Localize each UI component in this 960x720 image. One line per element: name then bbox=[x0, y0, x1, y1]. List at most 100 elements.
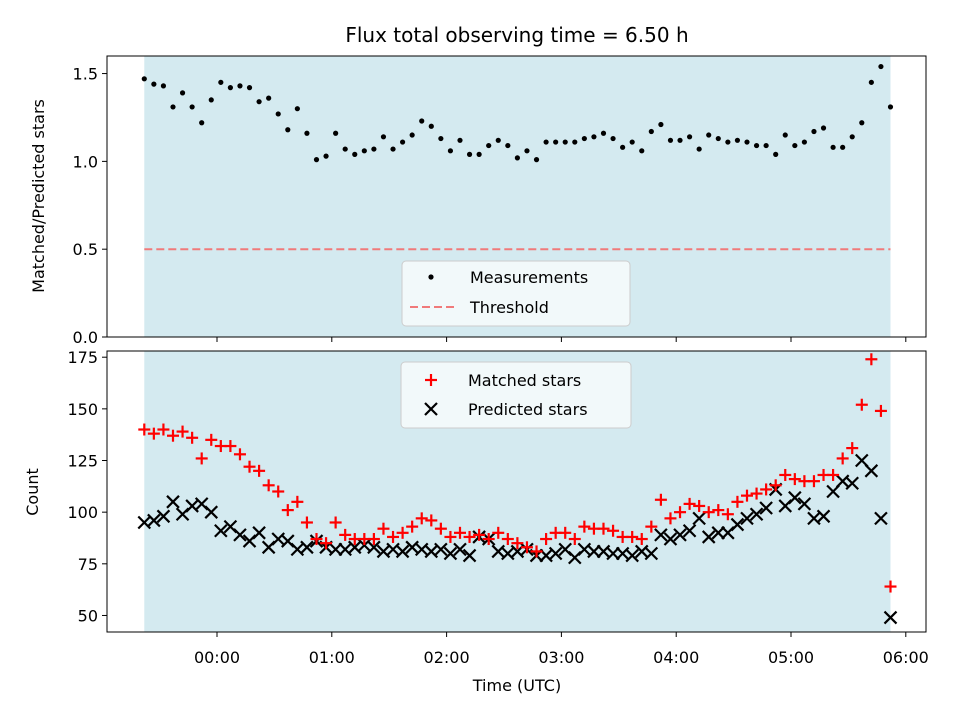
predicted-star-point bbox=[692, 511, 706, 526]
matched-star-point bbox=[434, 522, 447, 535]
x-tick-label: 06:00 bbox=[883, 648, 929, 667]
measurement-point bbox=[840, 144, 846, 150]
top-y-tick-label: 0.5 bbox=[73, 240, 98, 259]
matched-star-point bbox=[425, 514, 438, 527]
predicted-star-point bbox=[663, 532, 678, 546]
measurement-point bbox=[820, 125, 827, 131]
measurement-point bbox=[696, 146, 702, 152]
measurement-point bbox=[457, 137, 463, 143]
bottom-x-ticks: 00:00 01:00 02:00 03:00 04:00 05:00 06:00 bbox=[194, 632, 929, 667]
predicted-star-point bbox=[606, 546, 620, 561]
bottom-y-tick-label: 100 bbox=[67, 503, 98, 522]
predicted-star-point bbox=[367, 540, 381, 555]
measurement-point bbox=[859, 120, 865, 126]
measurement-point bbox=[466, 151, 473, 157]
measurement-point bbox=[553, 139, 559, 145]
predicted-star-point bbox=[156, 509, 171, 524]
measurement-point bbox=[313, 157, 320, 163]
matched-star-point bbox=[779, 468, 792, 481]
measurement-point bbox=[323, 153, 329, 159]
predicted-star-point bbox=[147, 513, 161, 528]
matched-star-point bbox=[262, 479, 275, 492]
measurement-point bbox=[218, 79, 224, 85]
matched-star-point bbox=[626, 530, 639, 543]
predicted-star-point bbox=[625, 548, 639, 563]
x-tick-label: 02:00 bbox=[424, 648, 470, 667]
measurement-point bbox=[686, 134, 693, 140]
measurement-point bbox=[208, 97, 214, 103]
predicted-star-point bbox=[654, 528, 668, 542]
measurement-point bbox=[256, 99, 262, 105]
bottom-y-tick-label: 75 bbox=[78, 555, 98, 574]
x-tick-label: 04:00 bbox=[653, 648, 699, 667]
measurement-point bbox=[514, 155, 520, 161]
measurement-point bbox=[715, 135, 721, 142]
matched-star-point bbox=[693, 499, 706, 512]
predicted-star-point bbox=[395, 544, 410, 559]
predicted-star-point bbox=[252, 526, 266, 540]
bottom-y-axis-label: Count bbox=[23, 468, 42, 516]
measurement-point bbox=[753, 142, 760, 149]
predicted-star-point bbox=[682, 523, 697, 538]
matched-star-point bbox=[147, 427, 160, 440]
measurement-point bbox=[304, 130, 310, 136]
top-y-tick-label: 1.5 bbox=[73, 65, 98, 84]
measurement-point bbox=[849, 134, 855, 140]
legend-predicted-marker bbox=[424, 402, 438, 416]
legend-matched-marker bbox=[425, 374, 437, 386]
matched-star-point bbox=[511, 537, 524, 550]
matched-star-point bbox=[683, 497, 696, 510]
measurement-point bbox=[199, 120, 205, 126]
predicted-star-point bbox=[434, 542, 448, 557]
measurement-point bbox=[868, 79, 874, 85]
predicted-star-point bbox=[730, 517, 745, 532]
matched-stars-points bbox=[138, 353, 897, 593]
legend-threshold-label: Threshold bbox=[469, 298, 549, 317]
measurement-point bbox=[620, 144, 626, 150]
predicted-star-point bbox=[864, 464, 879, 478]
predicted-star-point bbox=[587, 544, 601, 559]
matched-star-point bbox=[281, 504, 294, 517]
measurement-point bbox=[179, 90, 186, 96]
matched-star-point bbox=[712, 504, 725, 517]
x-tick-label: 03:00 bbox=[538, 648, 584, 667]
measurement-point bbox=[495, 137, 501, 143]
predicted-star-point bbox=[874, 511, 888, 526]
matched-star-point bbox=[645, 520, 658, 533]
matched-star-point bbox=[415, 512, 428, 525]
top-y-tick-label: 0.0 bbox=[73, 328, 98, 347]
measurement-point bbox=[887, 104, 894, 110]
matched-star-point bbox=[597, 522, 610, 535]
measurement-point bbox=[352, 151, 358, 157]
legend-matched-label: Matched stars bbox=[468, 371, 581, 390]
matched-star-point bbox=[473, 528, 486, 541]
bottom-y-ticks: 50 75 100 125 150 175 bbox=[67, 348, 107, 625]
matched-star-point bbox=[166, 429, 179, 442]
measurement-point bbox=[246, 85, 253, 91]
matched-star-point bbox=[233, 448, 246, 461]
x-tick-label: 00:00 bbox=[194, 648, 240, 667]
chart-title: Flux total observing time = 6.50 h bbox=[345, 23, 688, 47]
predicted-star-point bbox=[673, 528, 687, 542]
matched-star-point bbox=[406, 520, 419, 533]
matched-star-point bbox=[578, 520, 591, 533]
matched-star-point bbox=[377, 522, 390, 535]
measurement-point bbox=[591, 134, 597, 140]
matched-star-point bbox=[654, 493, 667, 506]
measurement-point bbox=[419, 118, 425, 124]
predicted-star-point bbox=[788, 490, 802, 505]
measurement-point bbox=[160, 83, 167, 89]
matched-star-point bbox=[243, 460, 256, 473]
matched-star-point bbox=[740, 489, 753, 502]
matched-star-point bbox=[138, 423, 151, 436]
matched-star-point bbox=[884, 580, 897, 593]
matched-star-point bbox=[176, 425, 189, 438]
matched-star-point bbox=[788, 473, 801, 486]
predicted-star-point bbox=[328, 542, 343, 557]
predicted-star-point bbox=[300, 540, 314, 555]
matched-star-point bbox=[836, 452, 849, 465]
measurement-point bbox=[409, 132, 415, 138]
x-tick-label: 05:00 bbox=[768, 648, 814, 667]
measurement-point bbox=[447, 148, 454, 154]
matched-star-point bbox=[750, 487, 763, 500]
